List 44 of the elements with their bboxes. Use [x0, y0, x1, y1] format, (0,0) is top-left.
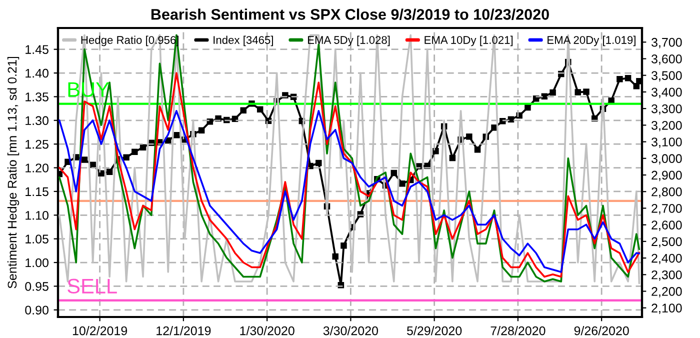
- y2-tick-label: 2,500: [652, 237, 682, 248]
- ref-line-label: SELL: [68, 278, 117, 294]
- y2-tick-label: 3,400: [652, 88, 682, 98]
- y2-tick-label: 2,600: [652, 220, 682, 231]
- y2-tick-label: 3,100: [652, 138, 682, 148]
- y2-tick-label: 2,900: [652, 170, 682, 182]
- legend-label: EMA 10Dy [1.021]: [424, 36, 513, 46]
- y-tick-label: 1.40: [26, 68, 48, 78]
- y-tick-label: 1.35: [26, 92, 48, 102]
- x-tick-label: 12/1/2019: [156, 326, 211, 336]
- y-tick-label: 0.95: [25, 282, 48, 291]
- y2-tick-label: 2,200: [652, 287, 682, 298]
- y-tick-label: 1.30: [26, 116, 48, 126]
- x-tick-label: 3/30/2020: [323, 326, 378, 336]
- y2-tick-label: 2,300: [652, 270, 682, 281]
- y2-tick-label: 3,600: [652, 54, 682, 65]
- y-tick-label: 1.10: [26, 210, 48, 220]
- legend-label: Index [3465]: [214, 36, 273, 46]
- y-tick-label: 1.05: [26, 234, 48, 244]
- legend-label: EMA 5Dy [1.028]: [308, 36, 390, 46]
- y2-tick-label: 2,700: [652, 204, 682, 214]
- y2-tick-label: 2,800: [652, 187, 682, 198]
- y-tick-label: 1.20: [26, 164, 48, 172]
- x-tick-label: 7/28/2020: [490, 326, 546, 336]
- y2-tick-label: 3,000: [652, 154, 682, 165]
- chart-title: Bearish Sentiment vs SPX Close 9/3/2019 to 10/23/2020: [151, 8, 549, 20]
- x-tick-label: 9/26/2020: [574, 326, 629, 336]
- line-series: [58, 110, 640, 273]
- y2-tick-label: 3,500: [652, 71, 682, 82]
- y-axis-title: Sentiment Hedge Ratio [mn 1.13, sd 0.21]: [7, 56, 20, 288]
- y2-tick-label: 3,300: [652, 104, 682, 115]
- x-tick-label: 5/29/2020: [407, 326, 462, 336]
- y-tick-label: 1.25: [26, 140, 48, 149]
- legend-label: EMA 20Dy [1.019]: [548, 36, 636, 46]
- y2-tick-label: 2,400: [652, 254, 682, 264]
- y-tick-label: 1.00: [26, 258, 48, 268]
- y2-tick-label: 3,200: [652, 120, 682, 132]
- y-tick-label: 1.15: [26, 187, 48, 196]
- y-tick-label: 1.45: [26, 45, 48, 54]
- y2-tick-label: 3,700: [652, 38, 682, 48]
- y2-tick-label: 2,100: [652, 304, 682, 314]
- x-tick-label: 1/30/2020: [240, 326, 294, 336]
- x-tick-label: 10/2/2019: [72, 326, 128, 336]
- y-tick-label: 0.90: [25, 306, 48, 315]
